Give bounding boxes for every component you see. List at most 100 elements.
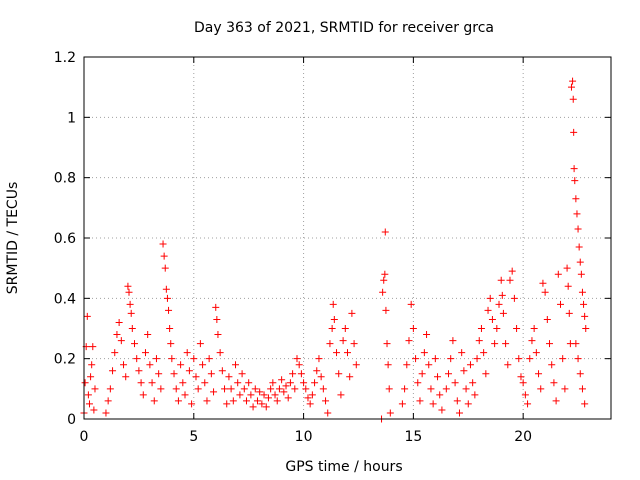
data-point [124, 282, 132, 290]
data-point [139, 391, 147, 399]
data-point [213, 315, 221, 323]
x-tick-label: 5 [189, 429, 198, 445]
data-point [199, 361, 207, 369]
data-point [329, 300, 337, 308]
data-point [104, 397, 112, 405]
data-point [181, 391, 189, 399]
data-point [188, 400, 196, 408]
data-point [466, 361, 474, 369]
data-point [81, 379, 89, 387]
data-point [214, 331, 222, 339]
data-point [445, 370, 453, 378]
data-point [447, 355, 455, 363]
data-point [337, 391, 345, 399]
data-point [346, 373, 354, 381]
x-axis-title: GPS time / hours [285, 459, 402, 475]
data-point [341, 325, 349, 332]
data-point [575, 243, 583, 251]
data-point [386, 409, 394, 417]
data-point [253, 397, 261, 405]
data-point [407, 300, 415, 308]
data-point [128, 325, 136, 332]
data-point [491, 340, 499, 348]
data-point [449, 337, 457, 345]
data-point [339, 337, 347, 345]
data-point [159, 240, 167, 248]
data-point [157, 385, 165, 393]
data-point [582, 325, 590, 332]
data-point [499, 309, 507, 317]
data-point [238, 370, 246, 378]
data-point [317, 373, 325, 381]
data-point [271, 391, 279, 399]
data-point [462, 385, 470, 393]
data-point [177, 361, 185, 369]
grid [84, 57, 611, 419]
data-point [210, 388, 218, 396]
data-point [170, 370, 178, 378]
data-point [423, 331, 431, 339]
y-tick-label: 1 [67, 110, 76, 126]
data-point [207, 370, 215, 378]
data-point [174, 397, 182, 405]
data-point [201, 379, 209, 387]
data-point [381, 228, 389, 236]
data-point [150, 397, 158, 405]
data-point [102, 409, 110, 417]
data-point [434, 373, 442, 381]
data-point [495, 300, 503, 308]
y-tick-label: 1.2 [54, 50, 76, 66]
data-point [113, 331, 121, 339]
data-point [322, 397, 330, 405]
data-point [569, 77, 577, 85]
data-point [570, 128, 578, 136]
x-tick-label: 20 [514, 429, 532, 445]
data-point [302, 385, 310, 393]
data-point [87, 373, 95, 381]
data-point [574, 225, 582, 233]
data-point [344, 349, 351, 357]
data-point [262, 403, 270, 411]
data-point [513, 325, 521, 332]
data-point [385, 385, 393, 393]
data-point [236, 391, 244, 399]
data-point [475, 337, 483, 345]
data-point [155, 370, 163, 378]
data-point [308, 391, 316, 399]
data-point [580, 300, 588, 308]
data-point [581, 312, 589, 320]
data-point [286, 379, 294, 387]
data-point [293, 355, 301, 363]
chart-title: Day 363 of 2021, SRMTID for receiver grc… [194, 20, 494, 36]
x-tick-label: 0 [80, 429, 89, 445]
data-point [506, 276, 514, 284]
data-point [565, 309, 573, 317]
data-point [109, 367, 117, 375]
data-point [384, 361, 392, 369]
data-point [260, 391, 268, 399]
data-point [205, 355, 213, 363]
data-point [172, 385, 180, 393]
data-point [264, 394, 272, 402]
data-point [416, 397, 424, 405]
data-point [484, 306, 492, 314]
data-point [144, 331, 152, 339]
data-point [333, 349, 341, 357]
data-point [117, 337, 125, 345]
data-point [539, 279, 547, 287]
y-axis-title: SRMTID / TECUs [5, 182, 21, 295]
data-point [469, 379, 477, 387]
data-point [137, 379, 145, 387]
data-point [141, 349, 149, 357]
data-point [315, 355, 323, 363]
data-point [348, 309, 356, 317]
data-point [581, 400, 589, 408]
data-point [572, 195, 580, 203]
data-point [85, 400, 93, 408]
y-tick-label: 0 [67, 412, 76, 428]
data-point [486, 294, 494, 302]
data-point [567, 83, 575, 91]
data-point [515, 355, 523, 363]
data-point [269, 379, 277, 387]
data-point [383, 340, 391, 348]
